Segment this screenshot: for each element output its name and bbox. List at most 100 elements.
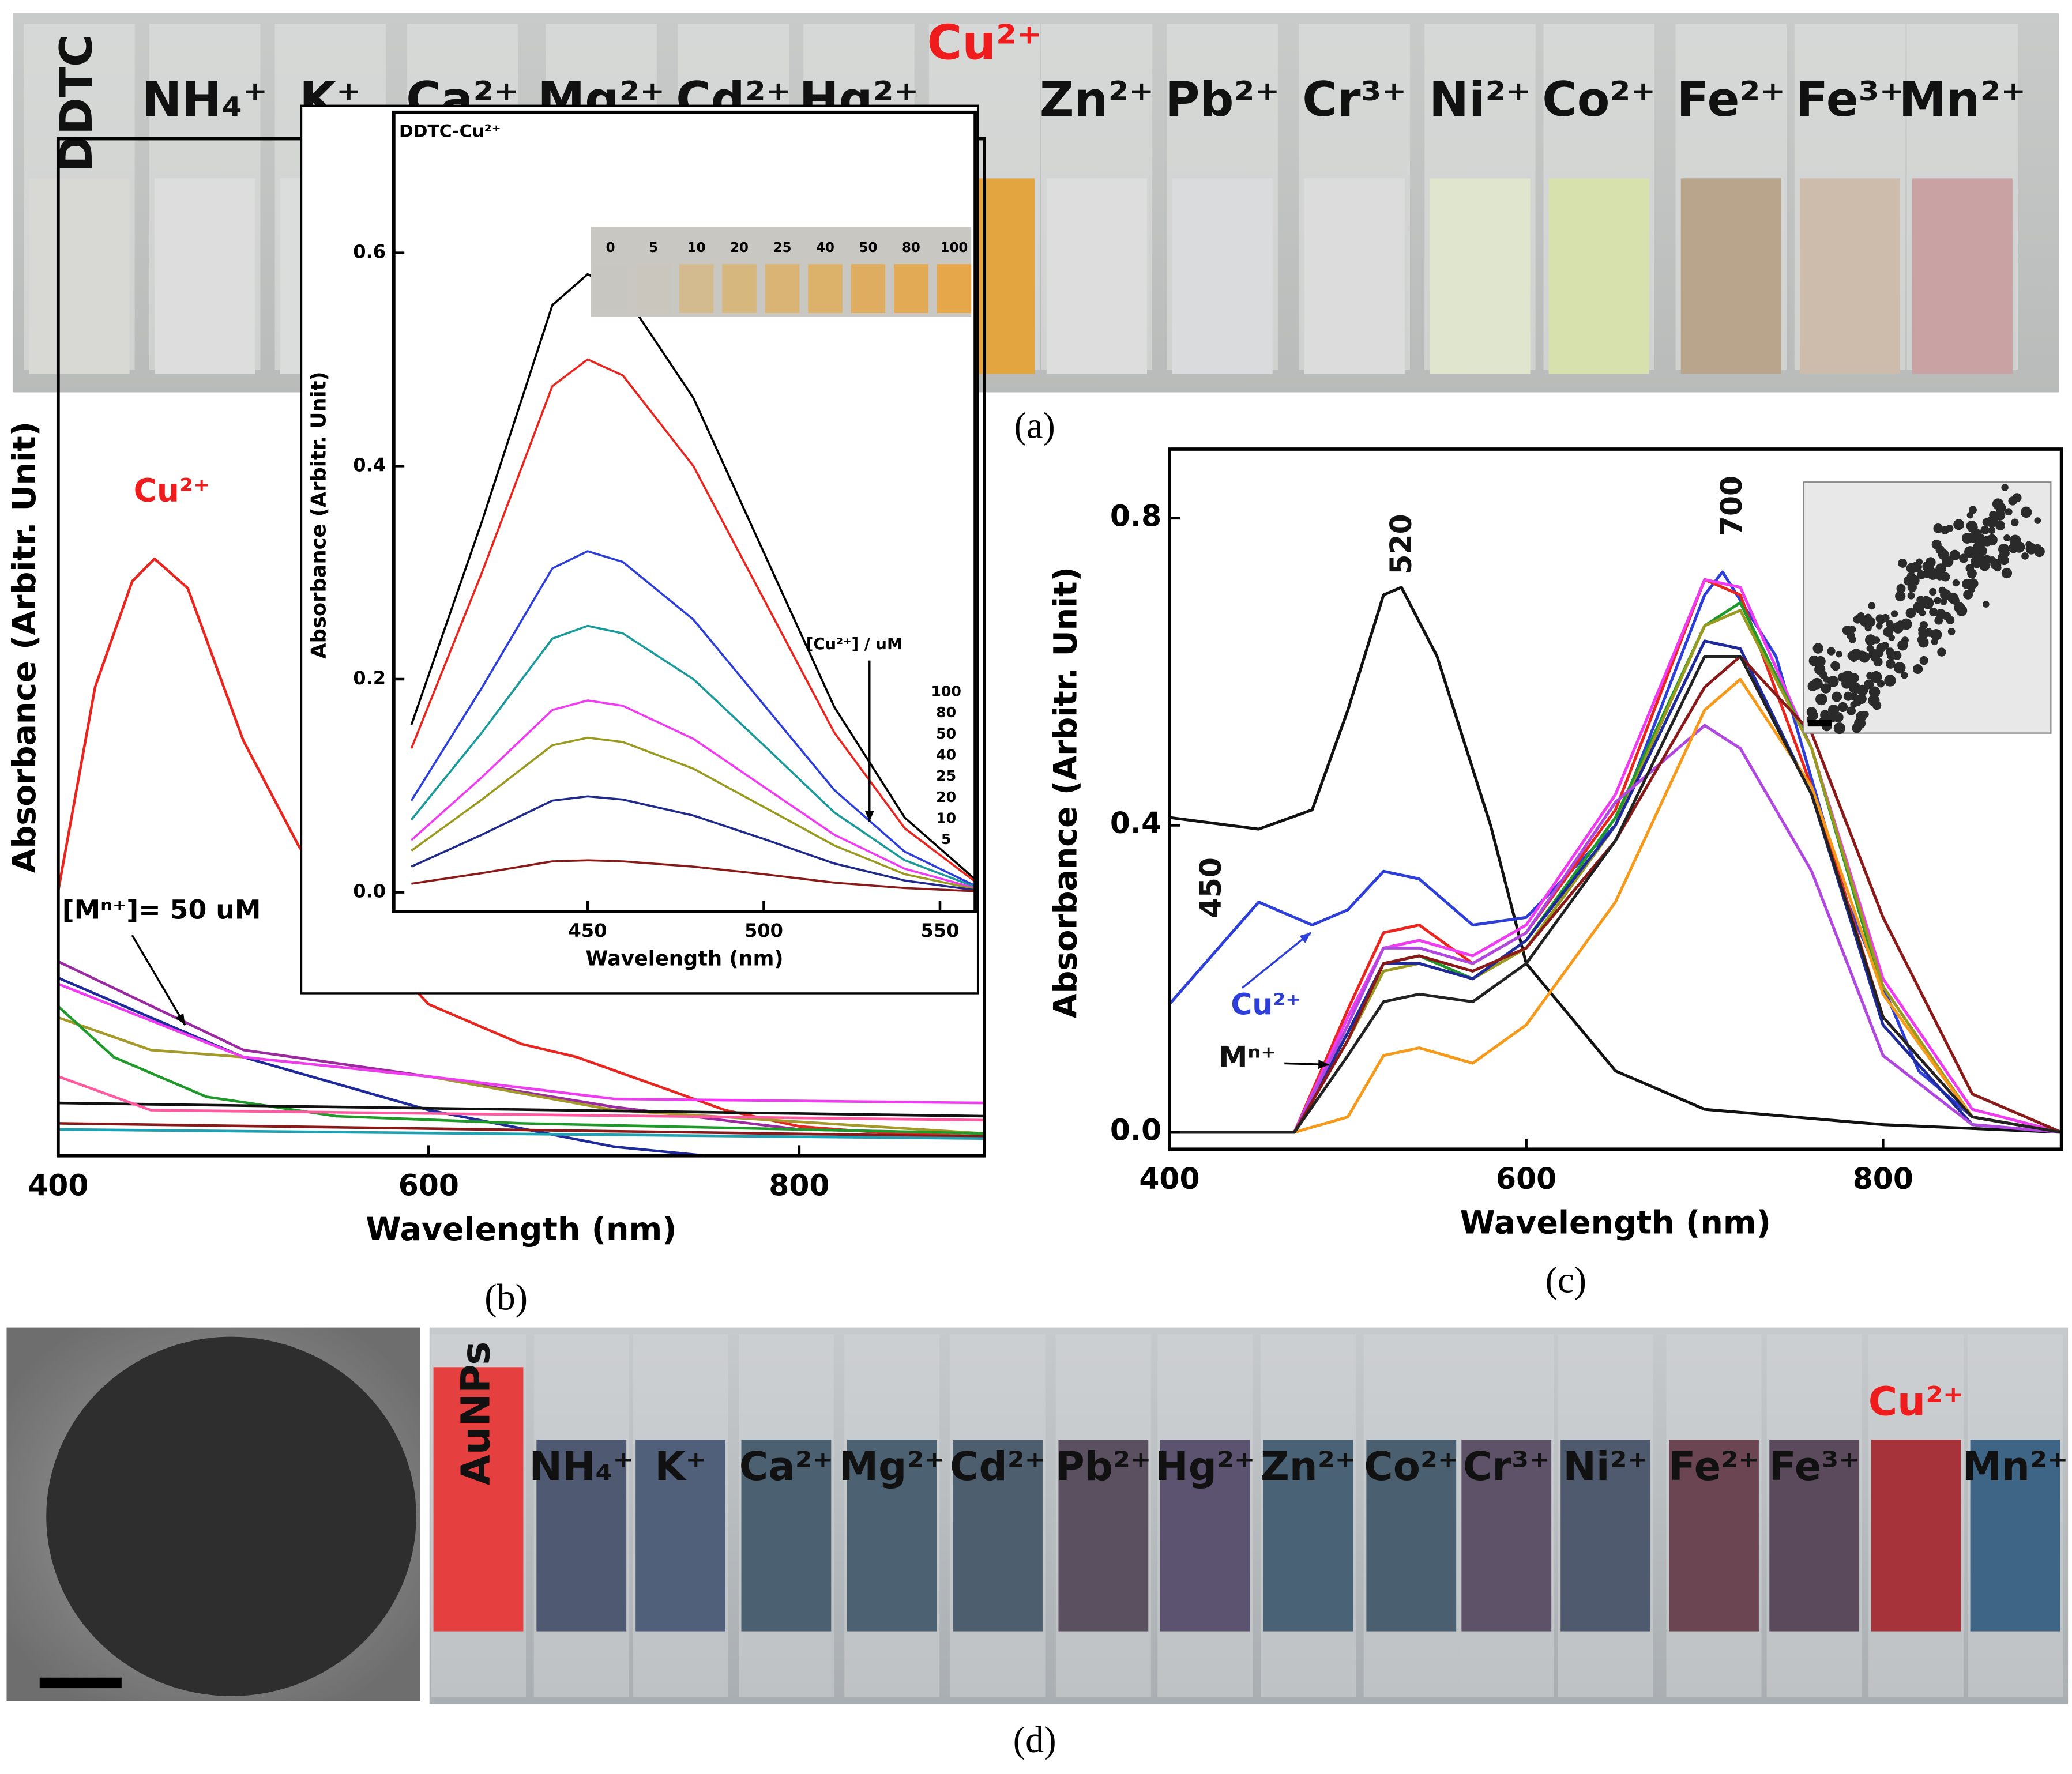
particle — [1931, 638, 1938, 646]
particle — [1961, 533, 1973, 544]
legend-label: 25 — [936, 767, 956, 784]
particle — [1886, 659, 1896, 669]
particle — [2034, 517, 2041, 524]
particle — [1930, 628, 1942, 641]
series-line — [1169, 586, 2062, 1134]
x-tick-label: 800 — [1853, 1162, 1913, 1196]
particle — [1868, 602, 1876, 610]
annotation: 450 — [1194, 857, 1228, 918]
caption: (a) — [1014, 405, 1055, 446]
vial-liquid — [1669, 1440, 1759, 1632]
vial-label: 40 — [816, 240, 834, 255]
series-line — [411, 859, 976, 892]
vial-label: Cr³⁺ — [1463, 1444, 1550, 1490]
annotation: Cu²⁺ — [134, 472, 210, 509]
particle — [1898, 558, 1908, 568]
particle — [2034, 546, 2045, 558]
vial-label: Fe³⁺ — [1769, 1444, 1860, 1490]
series-line — [58, 982, 985, 1105]
vial-label: 50 — [859, 240, 878, 255]
particle — [1974, 551, 1983, 560]
vial-label: Co²⁺ — [1542, 72, 1656, 127]
particle — [1931, 539, 1942, 549]
particle — [1837, 702, 1848, 713]
particle — [1886, 620, 1894, 628]
series-line — [1169, 654, 2062, 1134]
particle — [1815, 693, 1827, 706]
vial-liquid — [1430, 178, 1531, 374]
x-tick-label: 500 — [744, 920, 783, 941]
vial-label: Pb²⁺ — [1165, 72, 1280, 127]
particle — [1923, 598, 1931, 605]
legend-label: 40 — [936, 747, 956, 763]
particle — [1808, 655, 1820, 666]
vial-liquid — [635, 1440, 726, 1632]
legend-label: 80 — [936, 704, 956, 721]
particle — [1849, 682, 1861, 694]
vial-label: 5 — [649, 240, 658, 255]
particle — [1862, 710, 1869, 718]
annotation: 520 — [1384, 514, 1418, 574]
legend-label: 50 — [936, 725, 956, 742]
particle — [1998, 544, 2010, 555]
vial-label: Mg²⁺ — [839, 1444, 945, 1490]
x-axis-label: Wavelength (nm) — [1460, 1204, 1771, 1241]
particle — [1870, 671, 1882, 683]
particle — [1906, 572, 1916, 581]
vial-label: 0 — [606, 240, 615, 255]
particle — [1918, 637, 1929, 648]
annotation: Mⁿ⁺ — [1219, 1040, 1276, 1074]
vial-label: 20 — [730, 240, 749, 255]
series-line — [1169, 677, 2062, 1134]
series-line — [58, 1016, 985, 1135]
vial-liquid — [1160, 1440, 1250, 1632]
particle — [1884, 675, 1896, 687]
arrow — [1241, 932, 1312, 989]
x-tick-label: 400 — [28, 1169, 88, 1203]
particle — [1917, 570, 1925, 578]
vial-label: Zn²⁺ — [1261, 1444, 1356, 1490]
particle — [1814, 664, 1826, 675]
particle — [1990, 559, 2002, 570]
vial-label: Co²⁺ — [1364, 1444, 1458, 1490]
vial-label: Fe²⁺ — [1668, 1444, 1759, 1490]
vial-liquid — [1461, 1440, 1552, 1632]
vial-label: Ni²⁺ — [1429, 72, 1531, 127]
vial-liquid — [1058, 1440, 1149, 1632]
particle — [1983, 555, 1992, 564]
y-tick-label: 0.4 — [353, 454, 386, 476]
particle — [1969, 506, 1977, 514]
particle — [2001, 567, 2013, 579]
plot-area — [410, 273, 976, 892]
particle — [1885, 647, 1895, 657]
particle — [1905, 608, 1916, 619]
particle — [2011, 518, 2019, 527]
annotation: Cu²⁺ — [1231, 987, 1301, 1021]
particle — [1843, 691, 1853, 701]
particle — [1820, 710, 1830, 721]
particle — [1980, 525, 1990, 534]
particle — [1942, 555, 1954, 567]
particle — [1841, 670, 1854, 682]
vial-liquid — [894, 264, 928, 313]
particle — [1964, 546, 1976, 558]
series-line — [1169, 724, 2062, 1134]
particle — [1925, 557, 1936, 568]
y-tick-label: 0.4 — [1110, 806, 1161, 840]
vial-label: Ni²⁺ — [1563, 1444, 1648, 1490]
particle — [2021, 552, 2029, 560]
vial-liquid — [741, 1440, 832, 1632]
particle — [1913, 664, 1923, 675]
legend-label: 100 — [931, 683, 961, 700]
series-line — [1169, 578, 2062, 1134]
particle — [1954, 602, 1965, 613]
vial-liquid — [1304, 178, 1405, 374]
particle — [1934, 616, 1943, 625]
vial-liquid — [593, 264, 628, 313]
particle — [1897, 640, 1908, 651]
particle — [1907, 592, 1915, 600]
annotation: 700 — [1714, 476, 1748, 536]
caption: (b) — [484, 1276, 528, 1317]
vial-liquid — [433, 1367, 524, 1632]
